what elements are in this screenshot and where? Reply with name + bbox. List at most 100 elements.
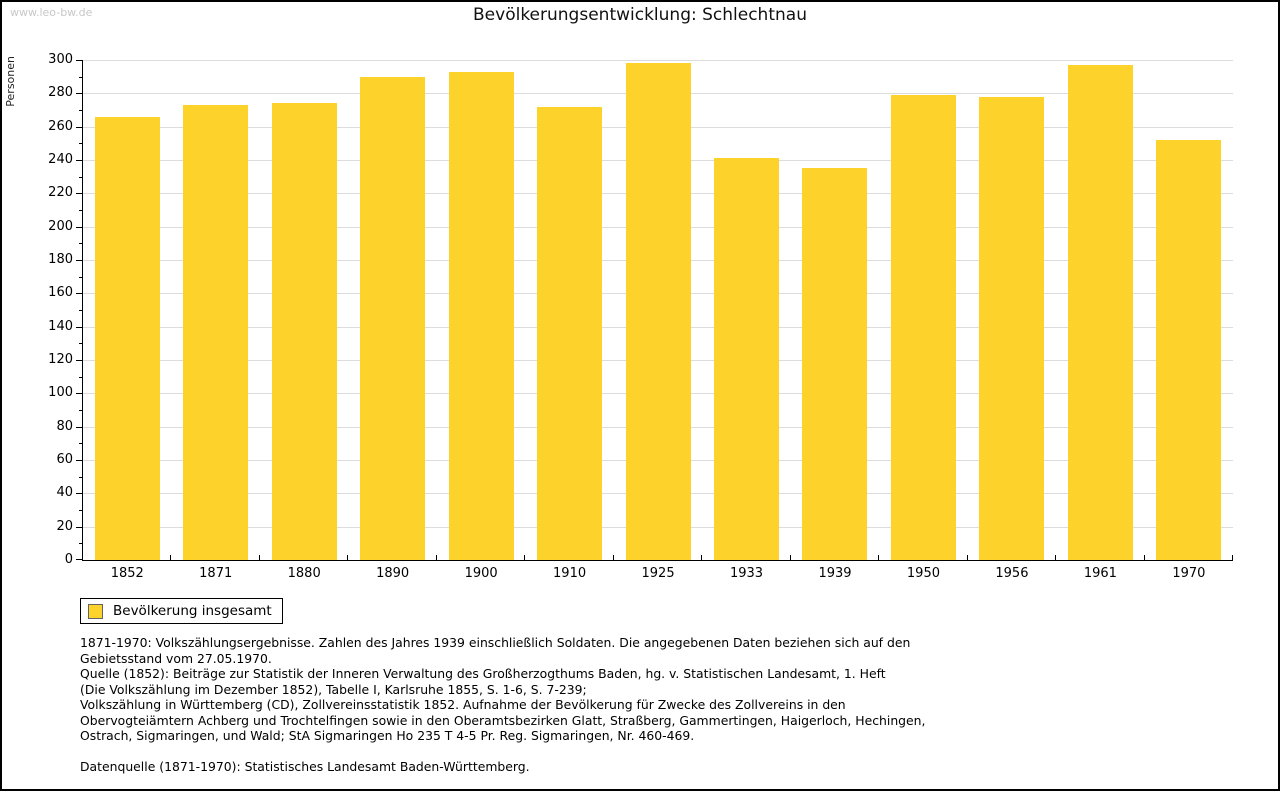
plot-area: 0 20 40 60 80 100 120 140 160 180 200 220 240 260 280 3… xyxy=(48,52,1233,581)
y-tick-major xyxy=(76,160,82,161)
y-tick-major xyxy=(76,393,82,395)
bar-cell xyxy=(348,60,436,560)
bar-1970 xyxy=(1156,140,1222,560)
x-tick xyxy=(1055,555,1057,560)
y-tick-major xyxy=(76,493,82,495)
bar-cell xyxy=(1145,60,1233,560)
y-axis-tick-label: 0 xyxy=(64,552,73,567)
source-note-line: Volkszählung in Württemberg (CD), Zollve… xyxy=(80,697,846,712)
x-tick xyxy=(1232,555,1233,560)
y-tick-major xyxy=(76,526,82,528)
y-axis-tick-label: 280 xyxy=(48,85,73,101)
x-axis-label: 1910 xyxy=(553,566,587,581)
y-axis-tick-label: 140 xyxy=(48,318,73,334)
y-tick-minor xyxy=(79,376,82,378)
y-tick-minor xyxy=(79,510,82,511)
x-tick xyxy=(878,555,880,560)
y-tick-minor xyxy=(79,76,82,78)
x-axis-label: 1900 xyxy=(464,566,498,581)
y-axis-tick-label: 120 xyxy=(48,352,73,367)
bar-1950 xyxy=(890,95,956,560)
y-tick-minor xyxy=(79,176,82,178)
bar-cell xyxy=(702,60,790,560)
bar-series xyxy=(83,60,1233,560)
y-tick-minor xyxy=(79,310,82,311)
source-note-line: Gebietsstand vom 27.05.1970. xyxy=(80,650,272,666)
y-axis-tick-label: 100 xyxy=(48,385,73,401)
x-axis-label: 1890 xyxy=(376,566,410,581)
x-tick xyxy=(435,555,437,560)
x-axis-label: 1852 xyxy=(110,566,144,581)
bar-cell xyxy=(614,60,702,560)
legend-label: Bevölkerung insgesamt xyxy=(113,603,272,619)
y-axis-tick-label: 260 xyxy=(48,118,73,134)
y-tick-minor xyxy=(79,243,82,245)
source-note-line: Obervogteiämtern Achberg und Trochtelfin… xyxy=(80,712,926,728)
x-tick xyxy=(966,555,968,560)
x-axis-label: 1880 xyxy=(287,566,321,581)
bar-cell xyxy=(1056,60,1144,560)
x-axis-label: 1939 xyxy=(818,566,852,581)
source-note-line: Quelle (1852): Beiträge zur Statistik de… xyxy=(80,666,886,681)
bar-cell xyxy=(791,60,879,560)
y-tick-major xyxy=(76,360,82,361)
source-note-line: 1871-1970: Volkszählungsergebnisse. Zahl… xyxy=(80,635,911,650)
bar-1925 xyxy=(625,63,691,560)
bar-1900 xyxy=(448,71,514,560)
y-tick-minor xyxy=(79,476,82,478)
source-note-line: (Die Volkszählung im Dezember 1852), Tab… xyxy=(80,681,587,697)
y-axis-tick-label: 240 xyxy=(48,152,73,167)
y-axis-tick-label: 180 xyxy=(48,252,73,267)
y-tick-major xyxy=(76,93,82,95)
bar-cell xyxy=(968,60,1056,560)
y-tick-major xyxy=(76,559,82,560)
y-tick-major xyxy=(76,326,82,328)
x-axis-label: 1961 xyxy=(1083,566,1117,581)
bar-cell xyxy=(83,60,171,560)
y-axis-tick-label: 200 xyxy=(48,218,73,234)
bar-1852 xyxy=(94,116,160,560)
y-tick-minor xyxy=(79,443,82,445)
y-axis-tick-label: 220 xyxy=(48,185,73,201)
y-axis-title: Personen xyxy=(4,56,17,107)
y-axis-tick-label: 160 xyxy=(48,285,73,301)
x-axis-label: 1871 xyxy=(199,566,233,581)
x-tick xyxy=(170,555,172,560)
y-tick-major xyxy=(76,260,82,261)
x-tick xyxy=(1143,555,1145,560)
x-axis-label: 1933 xyxy=(729,566,764,581)
bar-cell xyxy=(171,60,259,560)
source-notes: 1871-1970: Volkszählungsergebnisse. Zahl… xyxy=(80,635,1230,775)
bar-cell xyxy=(437,60,525,560)
chart-title: Bevölkerungsentwicklung: Schlechtnau xyxy=(473,5,807,25)
legend-swatch-icon xyxy=(88,603,103,619)
bar-cell xyxy=(260,60,348,560)
y-tick-major xyxy=(76,293,82,295)
y-tick-minor xyxy=(79,276,82,278)
x-axis-label: 1950 xyxy=(906,566,940,581)
x-axis-label: 1925 xyxy=(641,566,675,581)
y-tick-minor xyxy=(79,210,82,211)
y-tick-minor xyxy=(79,543,82,545)
gridline xyxy=(83,60,1233,61)
bar-1910 xyxy=(537,106,603,560)
bar-1871 xyxy=(183,105,249,560)
y-tick-major xyxy=(76,426,82,428)
source-note-line: Datenquelle (1871-1970): Statistisches L… xyxy=(80,759,530,774)
x-axis-label: 1956 xyxy=(995,566,1029,581)
x-tick xyxy=(524,555,526,560)
bar-1880 xyxy=(271,103,337,560)
y-tick-major xyxy=(76,460,82,461)
y-tick-major xyxy=(76,60,82,61)
watermark-url: www.leo-bw.de xyxy=(10,6,93,19)
y-tick-major xyxy=(76,226,82,228)
y-axis-tick-label: 60 xyxy=(56,452,73,467)
y-tick-minor xyxy=(79,410,82,411)
y-tick-minor xyxy=(79,343,82,345)
x-tick xyxy=(789,555,791,560)
y-tick-major xyxy=(76,193,82,195)
y-axis-tick-label: 300 xyxy=(48,52,73,67)
bar-1939 xyxy=(802,168,868,560)
source-note-line: Ostrach, Sigmaringen, und Wald; StA Sigm… xyxy=(80,728,695,743)
